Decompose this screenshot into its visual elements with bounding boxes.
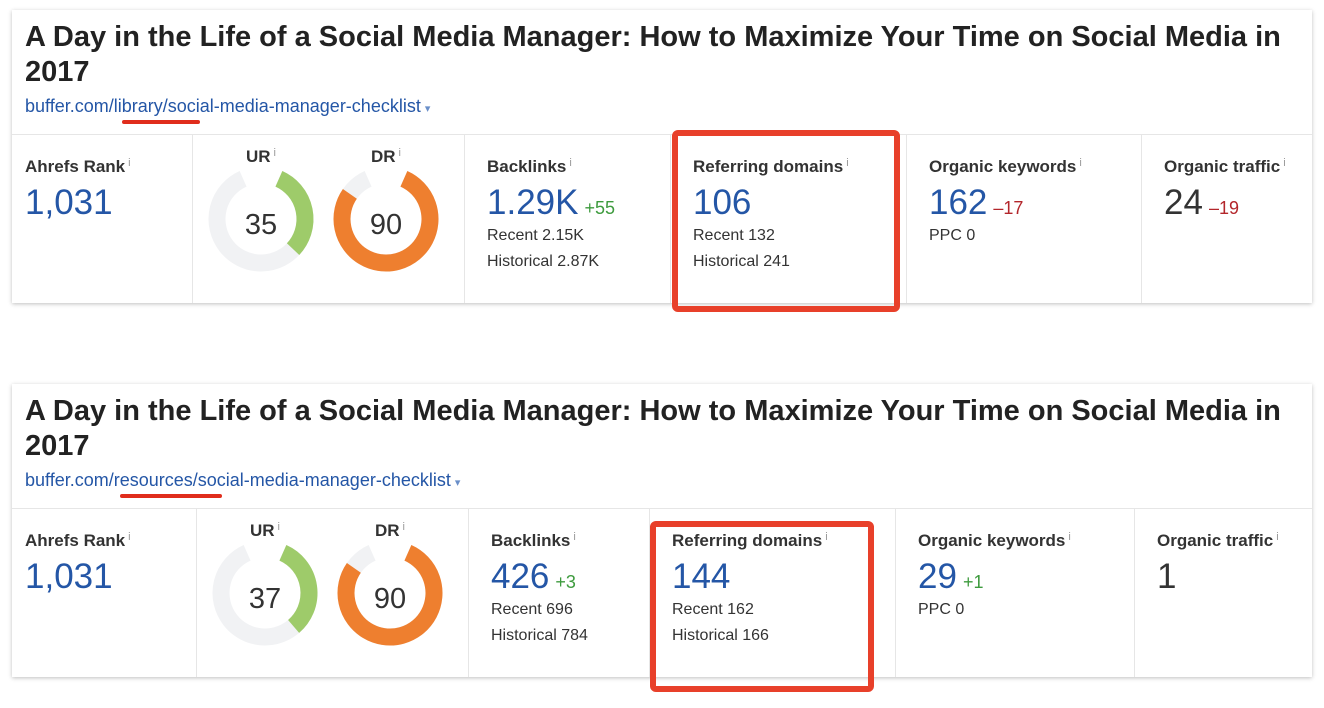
backlinks-historical: Historical 2.87K	[487, 253, 600, 270]
referring-domains-highlight-box	[672, 130, 900, 312]
info-icon[interactable]: i	[273, 147, 276, 159]
folder-underline-annotation	[120, 494, 222, 498]
dr-donut	[337, 545, 443, 646]
page-metrics-card: A Day in the Life of a Social Media Mana…	[12, 10, 1312, 303]
dr-label: DR	[374, 521, 400, 540]
dropdown-caret-icon[interactable]: ▾	[424, 103, 431, 115]
info-icon[interactable]: i	[1068, 531, 1071, 543]
folder-underline-annotation	[122, 120, 200, 124]
ahrefs-rank-label: Ahrefs Rank	[25, 531, 126, 550]
backlinks-stat: Backlinks i 426 +3 Recent 696 Historical 784	[469, 509, 650, 677]
ppc-value: PPC 0	[929, 227, 976, 244]
organic-traffic-value: 1	[1157, 557, 1177, 596]
organic-traffic-label: Organic traffic	[1164, 157, 1281, 176]
organic-traffic-stat: Organic traffic i 24 –19	[1142, 135, 1312, 303]
dr-value: 90	[369, 209, 403, 241]
backlinks-stat: Backlinks i 1.29K +55 Recent 2.15K Historical…	[465, 135, 671, 303]
url-domain: buffer.com/	[25, 470, 114, 490]
ur-label: UR	[249, 521, 275, 540]
referring-domains-label: Referring domains	[672, 531, 823, 550]
organic-traffic-label: Organic traffic	[1157, 531, 1274, 550]
organic-keywords-delta: +1	[962, 572, 984, 592]
info-icon[interactable]: i	[569, 157, 572, 169]
url-path: /social-media-manager-checklist	[192, 470, 451, 490]
info-icon[interactable]: i	[846, 157, 849, 169]
backlinks-historical: Historical 784	[491, 627, 588, 644]
url-folder: library	[113, 96, 163, 116]
organic-keywords-delta: –17	[993, 198, 1024, 218]
ur-donut	[212, 545, 318, 646]
backlinks-delta: +55	[584, 198, 616, 218]
dr-label: DR	[370, 147, 396, 166]
info-icon[interactable]: i	[402, 521, 405, 533]
ur-value: 35	[244, 209, 278, 241]
organic-keywords-value[interactable]: 162	[929, 183, 988, 222]
ahrefs-rank-stat: Ahrefs Rank i 1,031	[12, 135, 193, 303]
ahrefs-rank-value: 1,031	[25, 183, 113, 222]
organic-traffic-value: 24	[1164, 183, 1203, 222]
referring-domains-label: Referring domains	[693, 157, 844, 176]
page-title: A Day in the Life of a Social Media Mana…	[25, 395, 1281, 462]
info-icon[interactable]: i	[1079, 157, 1082, 169]
dr-donut	[333, 171, 439, 272]
organic-keywords-label: Organic keywords	[929, 157, 1077, 176]
page-url[interactable]: buffer.com/library/social-media-manager-…	[25, 96, 431, 124]
url-folder: resources	[113, 470, 193, 490]
backlinks-value[interactable]: 426	[491, 557, 550, 596]
organic-traffic-delta: –19	[1208, 198, 1239, 218]
page-url[interactable]: buffer.com/resources/social-media-manage…	[25, 470, 461, 498]
ahrefs-rank-value: 1,031	[25, 557, 113, 596]
referring-domains-stat: Referring domains i 144 Recent 162 Historica…	[650, 509, 896, 677]
ur-value: 37	[248, 583, 282, 615]
backlinks-value[interactable]: 1.29K	[487, 183, 579, 222]
referring-domains-historical: Historical 241	[693, 253, 790, 270]
page-title: A Day in the Life of a Social Media Mana…	[25, 21, 1281, 88]
backlinks-recent: Recent 2.15K	[487, 227, 584, 244]
backlinks-label: Backlinks	[487, 157, 567, 176]
referring-domains-value[interactable]: 106	[693, 183, 752, 222]
dr-value: 90	[373, 583, 407, 615]
info-icon[interactable]: i	[1283, 157, 1286, 169]
ahrefs-rank-stat: Ahrefs Rank i 1,031	[12, 509, 197, 677]
ur-label: UR	[245, 147, 271, 166]
referring-domains-value[interactable]: 144	[672, 557, 731, 596]
url-domain: buffer.com/	[25, 96, 114, 116]
info-icon[interactable]: i	[1276, 531, 1279, 543]
info-icon[interactable]: i	[277, 521, 280, 533]
referring-domains-historical: Historical 166	[672, 627, 769, 644]
backlinks-label: Backlinks	[491, 531, 571, 550]
dropdown-caret-icon[interactable]: ▾	[454, 477, 461, 489]
url-path: /social-media-manager-checklist	[162, 96, 421, 116]
backlinks-recent: Recent 696	[491, 601, 573, 618]
organic-keywords-stat: Organic keywords i 29 +1 PPC 0	[896, 509, 1135, 677]
organic-keywords-stat: Organic keywords i 162 –17 PPC 0	[907, 135, 1142, 303]
ppc-value: PPC 0	[918, 601, 965, 618]
backlinks-delta: +3	[555, 572, 576, 592]
organic-keywords-label: Organic keywords	[918, 531, 1066, 550]
ur-donut	[208, 171, 314, 272]
info-icon[interactable]: i	[398, 147, 401, 159]
info-icon[interactable]: i	[573, 531, 576, 543]
referring-domains-recent: Recent 162	[672, 601, 754, 618]
referring-domains-recent: Recent 132	[693, 227, 775, 244]
ahrefs-rank-label: Ahrefs Rank	[25, 157, 126, 176]
info-icon[interactable]: i	[128, 531, 131, 543]
organic-keywords-value[interactable]: 29	[918, 557, 957, 596]
referring-domains-highlight-box	[650, 521, 874, 692]
ur-dr-stat: UR i 37 DR i 90	[197, 509, 469, 677]
organic-traffic-stat: Organic traffic i 1	[1135, 509, 1312, 677]
page-metrics-card: A Day in the Life of a Social Media Mana…	[12, 384, 1312, 677]
referring-domains-stat: Referring domains i 106 Recent 132 Historica…	[671, 135, 907, 303]
info-icon[interactable]: i	[128, 157, 131, 169]
info-icon[interactable]: i	[825, 531, 828, 543]
ur-dr-stat: UR i 35 DR i 90	[193, 135, 465, 303]
